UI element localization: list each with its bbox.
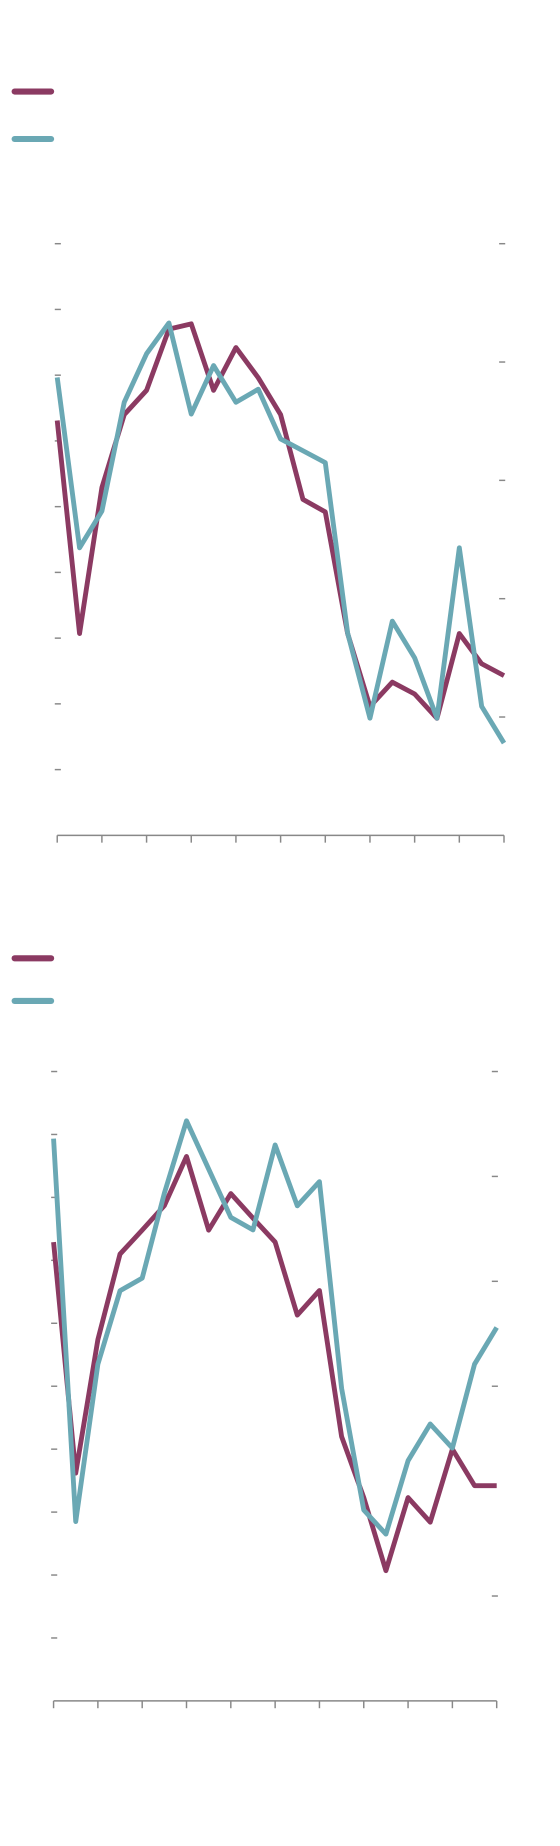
data-line (54, 321, 506, 721)
data-line (51, 1118, 499, 1537)
data-line (54, 320, 507, 745)
data-line (51, 1154, 497, 1574)
